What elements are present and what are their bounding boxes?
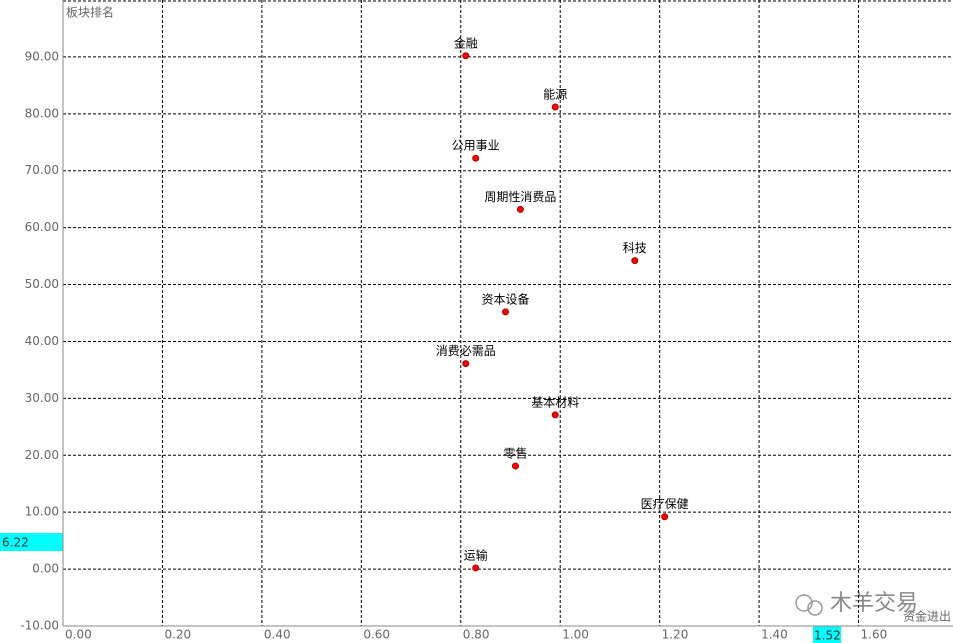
- y-tick-label: 30.00: [25, 391, 59, 405]
- point-label: 资本设备: [482, 292, 530, 306]
- x-tick-label: 1.40: [761, 628, 788, 642]
- point: [472, 154, 480, 162]
- point: [551, 103, 559, 111]
- cursor-x-label: 1.52: [814, 629, 841, 643]
- y-axis-label: 板块排名: [66, 5, 114, 20]
- point-label: 医疗保健: [641, 497, 689, 511]
- y-tick-label: 70.00: [25, 163, 59, 177]
- x-tick-label: 1.00: [562, 628, 589, 642]
- point: [472, 564, 480, 572]
- x-tick-label: 0.00: [65, 628, 92, 642]
- y-tick-label: 0.00: [32, 562, 59, 576]
- watermark-text: 木羊交易: [830, 591, 918, 616]
- point-label: 科技: [623, 241, 647, 255]
- y-tick-label: 20.00: [25, 448, 59, 462]
- point-label: 零售: [503, 446, 527, 461]
- y-tick-label: 50.00: [25, 277, 59, 291]
- x-axis-label: 资金进出: [903, 609, 951, 624]
- point-label: 能源: [543, 87, 567, 101]
- cursor-y-box: [0, 533, 63, 551]
- point-label: 消费必需品: [436, 344, 496, 358]
- y-tick-label: 60.00: [25, 220, 59, 234]
- point: [631, 257, 639, 265]
- point: [551, 411, 559, 419]
- x-tick-label: 0.60: [363, 628, 390, 642]
- point-label: 周期性消费品: [484, 190, 556, 204]
- x-tick-label: 1.20: [662, 628, 689, 642]
- y-tick-label: -10.00: [20, 619, 59, 633]
- x-tick-label: 0.20: [164, 628, 191, 642]
- point: [462, 360, 470, 368]
- y-tick-label: 90.00: [25, 49, 59, 63]
- point: [516, 205, 524, 213]
- watermark: 木羊交易: [795, 591, 918, 616]
- y-tick-label: 80.00: [25, 106, 59, 120]
- cursor-x-box: [813, 626, 841, 643]
- point-label: 金融: [454, 35, 478, 50]
- point: [502, 308, 510, 316]
- x-tick-label: 1.60: [861, 628, 888, 642]
- y-tick-label: 10.00: [25, 505, 59, 519]
- point-label: 基本材料: [531, 395, 579, 409]
- point: [511, 462, 519, 470]
- y-tick-label: 40.00: [25, 334, 59, 348]
- point: [462, 52, 470, 60]
- x-tick-label: 0.40: [264, 628, 291, 642]
- point: [661, 513, 669, 521]
- point-label: 运输: [464, 547, 488, 562]
- cursor-y-label: 6.22: [2, 536, 29, 550]
- x-tick-label: 0.80: [463, 628, 490, 642]
- point-label: 公用事业: [452, 139, 500, 153]
